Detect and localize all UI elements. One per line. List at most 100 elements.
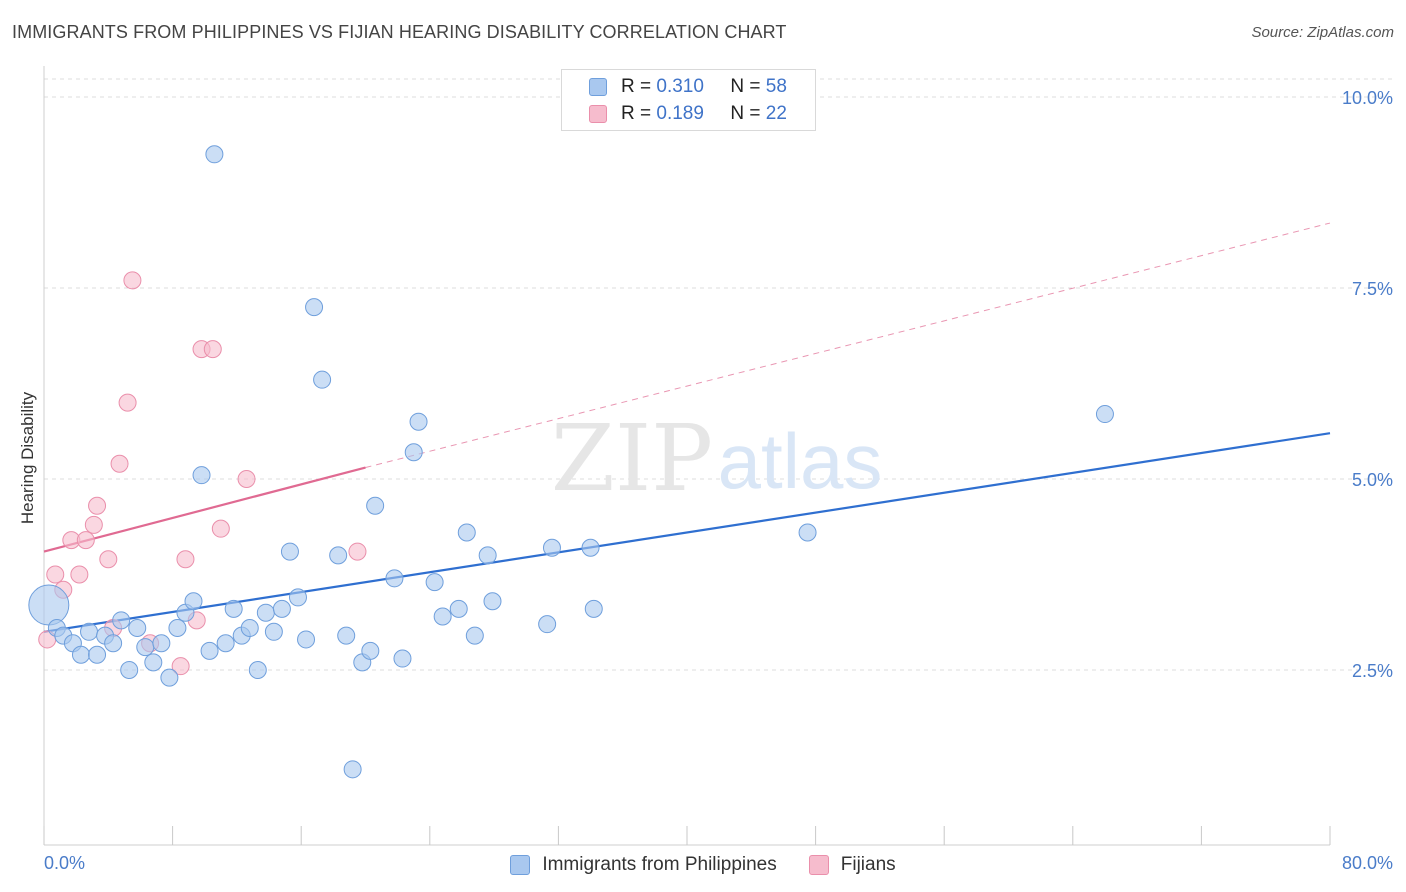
tick-labels: 2.5% 5.0% 7.5% 10.0% 0.0% 80.0%	[44, 88, 1393, 873]
philippines-point	[104, 634, 123, 653]
philippines-point	[160, 668, 179, 687]
fijians-point	[70, 565, 89, 584]
y-tick-label: 7.5%	[1352, 279, 1393, 299]
legend-n-label: N =	[730, 103, 761, 124]
pink-swatch	[808, 855, 829, 875]
fijians-point	[171, 657, 190, 676]
philippines-point	[120, 661, 139, 679]
legend-r-label: R =	[621, 103, 652, 124]
philippines-point	[112, 611, 131, 630]
y-tick-label: 10.0%	[1342, 88, 1393, 108]
philippines-point	[184, 592, 203, 611]
philippines-point	[297, 630, 316, 649]
philippines-point	[288, 588, 307, 607]
philippines-point	[433, 607, 452, 626]
blue-swatch	[510, 855, 531, 875]
legend-label: Immigrants from Philippines	[542, 854, 777, 875]
blue-swatch	[589, 78, 607, 96]
philippines-point	[144, 653, 163, 672]
axes	[43, 66, 1331, 846]
legend-item-philippines[interactable]: Immigrants from Philippines	[510, 854, 777, 876]
philippines-points	[28, 145, 1114, 779]
philippines-point	[71, 645, 90, 664]
fijians-trend-extension	[365, 222, 1331, 469]
philippines-point	[248, 661, 267, 679]
philippines-point	[457, 523, 476, 542]
philippines-trend-line	[43, 432, 1331, 633]
philippines-point	[343, 760, 362, 779]
chart-title: IMMIGRANTS FROM PHILIPPINES VS FIJIAN HE…	[12, 22, 787, 42]
philippines-point	[28, 584, 70, 626]
fijians-point	[84, 515, 103, 534]
source-label: Source: ZipAtlas.com	[1251, 24, 1394, 41]
fijians-point	[211, 519, 230, 538]
legend-row-fijians: R = 0.189 N = 22	[562, 101, 787, 127]
philippines-point	[798, 523, 817, 542]
philippines-point	[1095, 405, 1114, 424]
pink-swatch	[589, 105, 607, 123]
philippines-point	[313, 370, 332, 389]
philippines-point	[329, 546, 348, 565]
philippines-point	[216, 634, 235, 653]
philippines-point	[393, 649, 412, 668]
philippines-point	[88, 645, 107, 664]
watermark-atlas: atlas	[718, 417, 883, 505]
philippines-point	[385, 569, 404, 588]
x-tick-label-max: 80.0%	[1342, 853, 1393, 873]
philippines-point	[305, 298, 324, 317]
philippines-point	[272, 599, 291, 618]
philippines-point	[224, 599, 243, 618]
watermark: ZIP atlas	[551, 405, 882, 512]
fijians-point	[237, 470, 256, 488]
watermark-zip: ZIP	[551, 405, 713, 512]
philippines-point	[409, 412, 428, 431]
fijians-trend-line	[43, 466, 366, 553]
philippines-point	[200, 641, 219, 660]
philippines-point	[192, 466, 211, 485]
philippines-point	[581, 538, 600, 557]
philippines-point	[240, 618, 259, 637]
philippines-point	[361, 641, 380, 660]
legend-r-value: 0.310	[656, 76, 704, 97]
fijians-point	[203, 340, 222, 359]
philippines-point	[264, 622, 283, 641]
philippines-point	[205, 145, 224, 164]
fijians-point	[46, 565, 65, 584]
philippines-point	[128, 618, 147, 637]
philippines-point	[483, 592, 502, 611]
philippines-point	[449, 599, 468, 618]
philippines-point	[80, 622, 99, 641]
philippines-point	[366, 496, 385, 515]
philippines-point	[538, 615, 557, 634]
fijians-point	[348, 542, 367, 561]
legend-row-philippines: R = 0.310 N = 58	[562, 74, 787, 100]
legend-item-fijians[interactable]: Fijians	[808, 854, 896, 876]
y-tick-label: 5.0%	[1352, 470, 1393, 490]
philippines-point	[478, 546, 497, 565]
legend-n-value: 58	[765, 76, 787, 97]
philippines-point	[256, 603, 275, 622]
fijians-point	[76, 531, 95, 550]
fijians-point	[88, 496, 107, 515]
legend-r-label: R =	[621, 76, 652, 97]
philippines-point	[404, 443, 423, 462]
legend-label: Fijians	[840, 854, 896, 875]
philippines-point	[584, 599, 603, 618]
y-axis-label: Hearing Disability	[18, 391, 37, 524]
legend-n-label: N =	[730, 76, 761, 97]
philippines-point	[152, 634, 171, 653]
x-tick-label-min: 0.0%	[44, 853, 85, 873]
philippines-point	[465, 626, 484, 645]
fijians-point	[110, 454, 129, 473]
philippines-point	[280, 542, 299, 561]
philippines-point	[136, 638, 155, 657]
legend-r-value: 0.189	[656, 103, 704, 124]
y-tick-label: 2.5%	[1352, 661, 1393, 681]
fijians-point	[99, 550, 118, 569]
philippines-point	[168, 618, 187, 637]
fijians-point	[118, 393, 137, 412]
fijians-point	[176, 550, 195, 569]
philippines-point	[425, 573, 444, 592]
legend-n-value: 22	[765, 103, 787, 124]
